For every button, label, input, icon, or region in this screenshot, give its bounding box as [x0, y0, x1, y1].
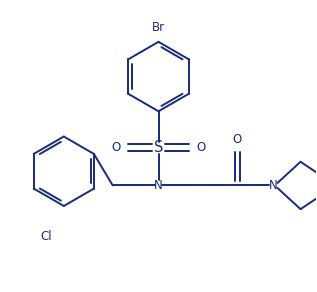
Text: O: O	[233, 133, 242, 146]
Text: S: S	[154, 140, 163, 155]
Text: Cl: Cl	[41, 230, 52, 243]
Text: O: O	[111, 141, 121, 154]
Text: O: O	[196, 141, 206, 154]
Text: N: N	[269, 179, 278, 192]
Text: N: N	[154, 179, 163, 192]
Text: Br: Br	[152, 21, 165, 34]
